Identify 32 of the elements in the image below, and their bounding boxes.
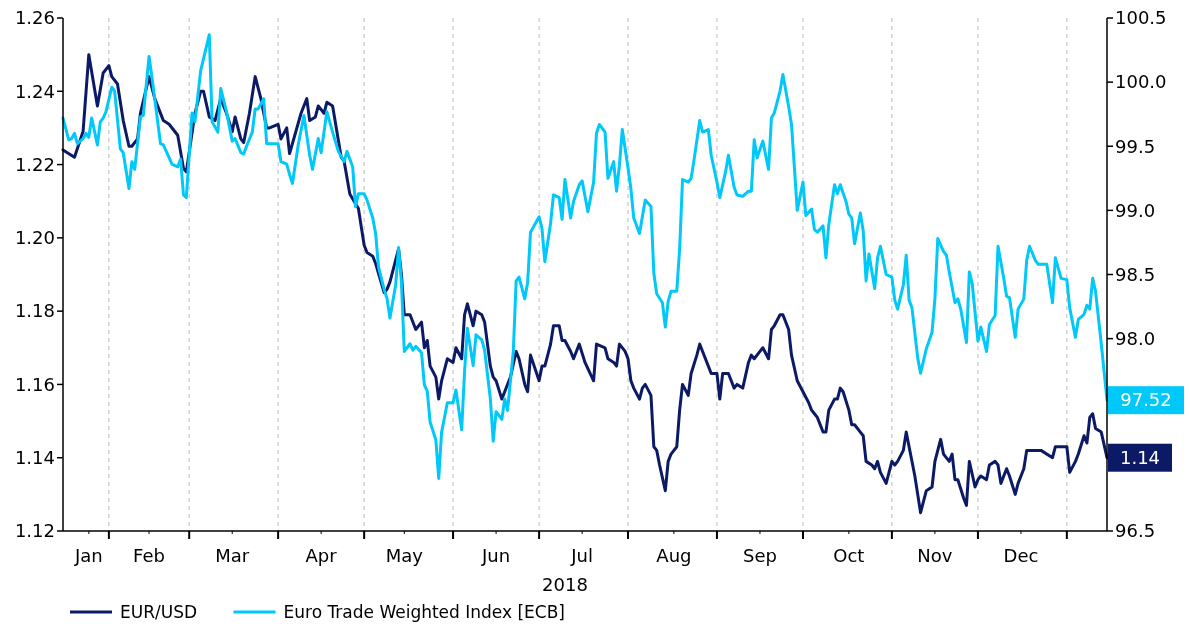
y2-tick-label: 98.5 <box>1115 263 1156 285</box>
x-tick-label: Nov <box>917 545 953 566</box>
y-tick-label: 1.26 <box>14 7 55 29</box>
y2-tick-label: 99.5 <box>1115 135 1156 157</box>
x-axis-title: 2018 <box>542 574 588 595</box>
x-tick-label: Aug <box>656 545 692 566</box>
y2-tick-label: 99.0 <box>1115 199 1156 221</box>
x-tick-label: Oct <box>833 545 865 566</box>
x-tick-label: Mar <box>215 545 250 566</box>
legend-label: EUR/USD <box>120 601 198 622</box>
x-tick-label: Dec <box>1003 545 1039 566</box>
y-tick-label: 1.24 <box>14 80 55 102</box>
x-tick-label: May <box>385 545 424 566</box>
x-tick-label: Feb <box>133 545 165 566</box>
y-tick-label: 1.22 <box>14 153 55 175</box>
text: 1.14 <box>1119 447 1161 469</box>
y-tick-label: 1.14 <box>14 447 55 469</box>
y2-tick-label: 100.0 <box>1115 71 1167 93</box>
x-tick-label: Jun <box>481 545 511 566</box>
x-tick-label: Sep <box>742 545 777 566</box>
x-tick-label: Apr <box>305 545 338 566</box>
y2-tick-label: 100.5 <box>1115 7 1167 29</box>
y-tick-label: 1.12 <box>14 520 55 542</box>
y-tick-label: 1.20 <box>14 227 55 249</box>
x-tick-label: Jul <box>570 545 593 566</box>
y-tick-label: 1.16 <box>14 373 55 395</box>
legend-label: Euro Trade Weighted Index [ECB] <box>283 601 566 622</box>
x-tick-label: Jan <box>73 545 103 566</box>
y-tick-label: 1.18 <box>14 300 55 322</box>
y2-tick-label: 98.0 <box>1115 327 1156 349</box>
text: 97.52 <box>1120 389 1172 411</box>
y2-tick-label: 96.5 <box>1115 520 1156 542</box>
